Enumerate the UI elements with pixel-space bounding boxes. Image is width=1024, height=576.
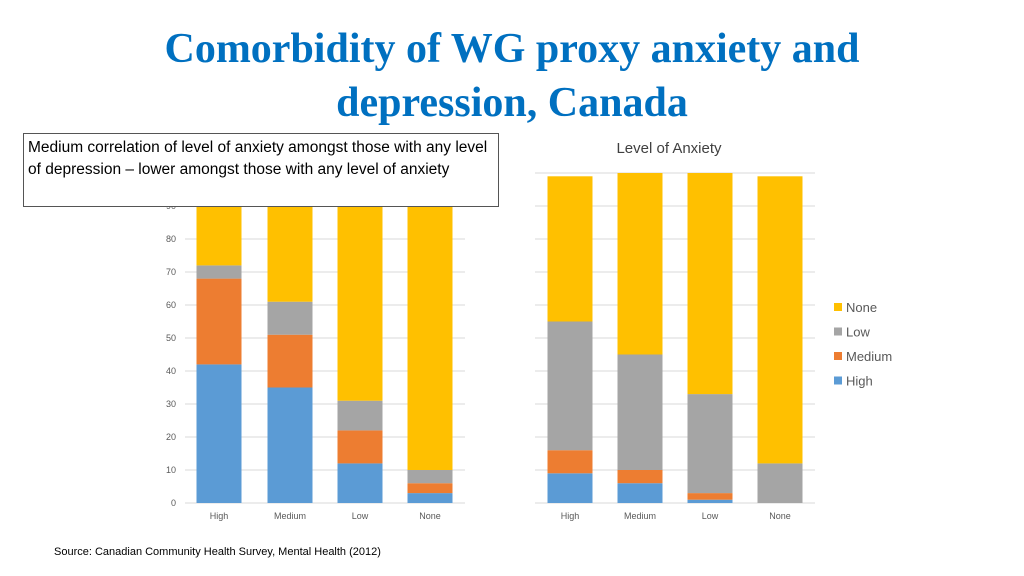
x-tick-label: Medium: [624, 511, 656, 521]
bar-chart1-low-medium: [337, 430, 383, 464]
bar-chart1-none-none: [407, 173, 453, 470]
bar-chart1-high-low: [196, 265, 242, 279]
slide-title: Comorbidity of WG proxy anxiety and depr…: [0, 22, 1024, 130]
y-tick-label: 10: [166, 465, 176, 475]
bar-chart2-low-medium: [687, 493, 733, 500]
x-tick-label: None: [769, 511, 791, 521]
bar-chart2-medium-medium: [617, 470, 663, 484]
legend: None Low Medium High: [834, 300, 892, 389]
y-tick-label: 30: [166, 399, 176, 409]
bar-chart1-medium-medium: [267, 334, 313, 388]
y-tick-label: 70: [166, 267, 176, 277]
bar-chart2-medium-high: [617, 483, 663, 503]
bar-chart2-low-high: [687, 499, 733, 503]
bar-chart1-medium-low: [267, 301, 313, 335]
y-tick-label: 50: [166, 333, 176, 343]
callout-box: Medium correlation of level of anxiety a…: [23, 133, 499, 207]
legend-label-none: None: [846, 300, 877, 315]
x-tick-label: Medium: [274, 511, 306, 521]
y-tick-label: 0: [171, 498, 176, 508]
slide-title-line-2: depression, Canada: [336, 80, 688, 126]
legend-swatch-none: [834, 303, 842, 311]
labels: 0102030405060708090100HighMediumLowNoneH…: [161, 140, 892, 521]
legend-swatch-medium: [834, 352, 842, 360]
callout-text: Medium correlation of level of anxiety a…: [28, 139, 488, 178]
bar-chart2-none-low: [757, 463, 803, 503]
y-tick-label: 40: [166, 366, 176, 376]
legend-label-medium: Medium: [846, 349, 892, 364]
bar-chart1-low-none: [337, 173, 383, 401]
x-tick-label: Low: [352, 511, 369, 521]
x-tick-label: High: [210, 511, 229, 521]
bar-chart1-low-low: [337, 400, 383, 431]
legend-swatch-low: [834, 327, 842, 336]
bar-chart2-high-low: [547, 321, 593, 451]
bars: [196, 173, 803, 503]
bar-chart2-high-none: [547, 176, 593, 322]
legend-label-low: Low: [846, 325, 870, 340]
bar-chart1-medium-high: [267, 387, 313, 503]
bar-chart1-none-high: [407, 493, 453, 503]
x-tick-label: High: [561, 511, 580, 521]
y-tick-label: 60: [166, 300, 176, 310]
bar-chart1-low-high: [337, 463, 383, 503]
slide-title-line-1: Comorbidity of WG proxy anxiety and: [164, 26, 860, 72]
bar-chart1-high-medium: [196, 278, 242, 365]
bar-chart1-high-high: [196, 364, 242, 503]
chart-title: Level of Anxiety: [616, 140, 722, 157]
legend-label-high: High: [846, 374, 873, 389]
source-note: Source: Canadian Community Health Survey…: [54, 546, 381, 558]
y-tick-label: 80: [166, 234, 176, 244]
bar-chart2-none-none: [757, 176, 803, 464]
bar-chart2-medium-none: [617, 173, 663, 355]
bar-chart2-high-medium: [547, 450, 593, 474]
bar-chart2-medium-low: [617, 354, 663, 470]
bar-chart2-low-low: [687, 394, 733, 494]
x-tick-label: None: [419, 511, 441, 521]
legend-swatch-high: [834, 376, 842, 385]
bar-chart1-none-medium: [407, 483, 453, 494]
bar-chart1-none-low: [407, 470, 453, 484]
bar-chart2-low-none: [687, 173, 733, 395]
bar-chart2-high-high: [547, 473, 593, 503]
y-tick-label: 20: [166, 432, 176, 442]
x-tick-label: Low: [702, 511, 719, 521]
